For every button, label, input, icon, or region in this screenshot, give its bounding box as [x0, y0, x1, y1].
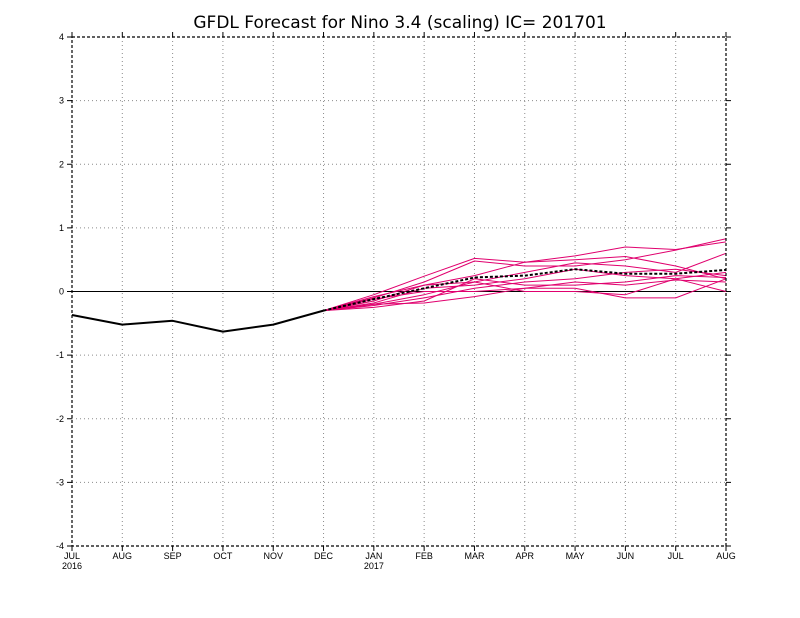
x-year-label: 2017 [364, 561, 384, 571]
x-tick-label: MAY [566, 551, 585, 561]
grid-lines [72, 37, 726, 546]
ensemble-member-line [323, 275, 727, 312]
observed-line [71, 309, 324, 333]
y-tick-label: 1 [59, 223, 64, 233]
y-tick-label: -2 [56, 414, 64, 424]
y-tick-label: -4 [56, 541, 64, 551]
ensemble-member-line [323, 268, 727, 312]
x-tick-label: MAR [464, 551, 485, 561]
chart-title: GFDL Forecast for Nino 3.4 (scaling) IC=… [193, 13, 606, 33]
y-tick-label: 2 [59, 159, 64, 169]
y-tick-label: -1 [56, 350, 64, 360]
x-tick-label: JUL [64, 551, 80, 561]
ensemble-member-line [323, 256, 727, 312]
y-tick-label: 0 [59, 287, 64, 297]
x-tick-label: JAN [365, 551, 382, 561]
x-tick-label: NOV [263, 551, 283, 561]
x-tick-label: SEP [164, 551, 182, 561]
plot-series [71, 238, 727, 333]
x-tick-label: AUG [113, 551, 133, 561]
x-year-label: 2016 [62, 561, 82, 571]
plot-frame [71, 36, 727, 547]
x-tick-label: JUL [668, 551, 684, 561]
y-tick-label: 3 [59, 96, 64, 106]
x-tick-label: OCT [213, 551, 233, 561]
x-tick-label: FEB [415, 551, 433, 561]
x-tick-label: AUG [716, 551, 736, 561]
y-tick-label: 4 [59, 32, 64, 42]
x-tick-label: DEC [314, 551, 334, 561]
ensemble-member-line [323, 278, 727, 312]
ensemble-member-line [323, 278, 727, 312]
y-tick-label: -3 [56, 477, 64, 487]
x-tick-label: JUN [617, 551, 635, 561]
x-tick-label: APR [516, 551, 535, 561]
